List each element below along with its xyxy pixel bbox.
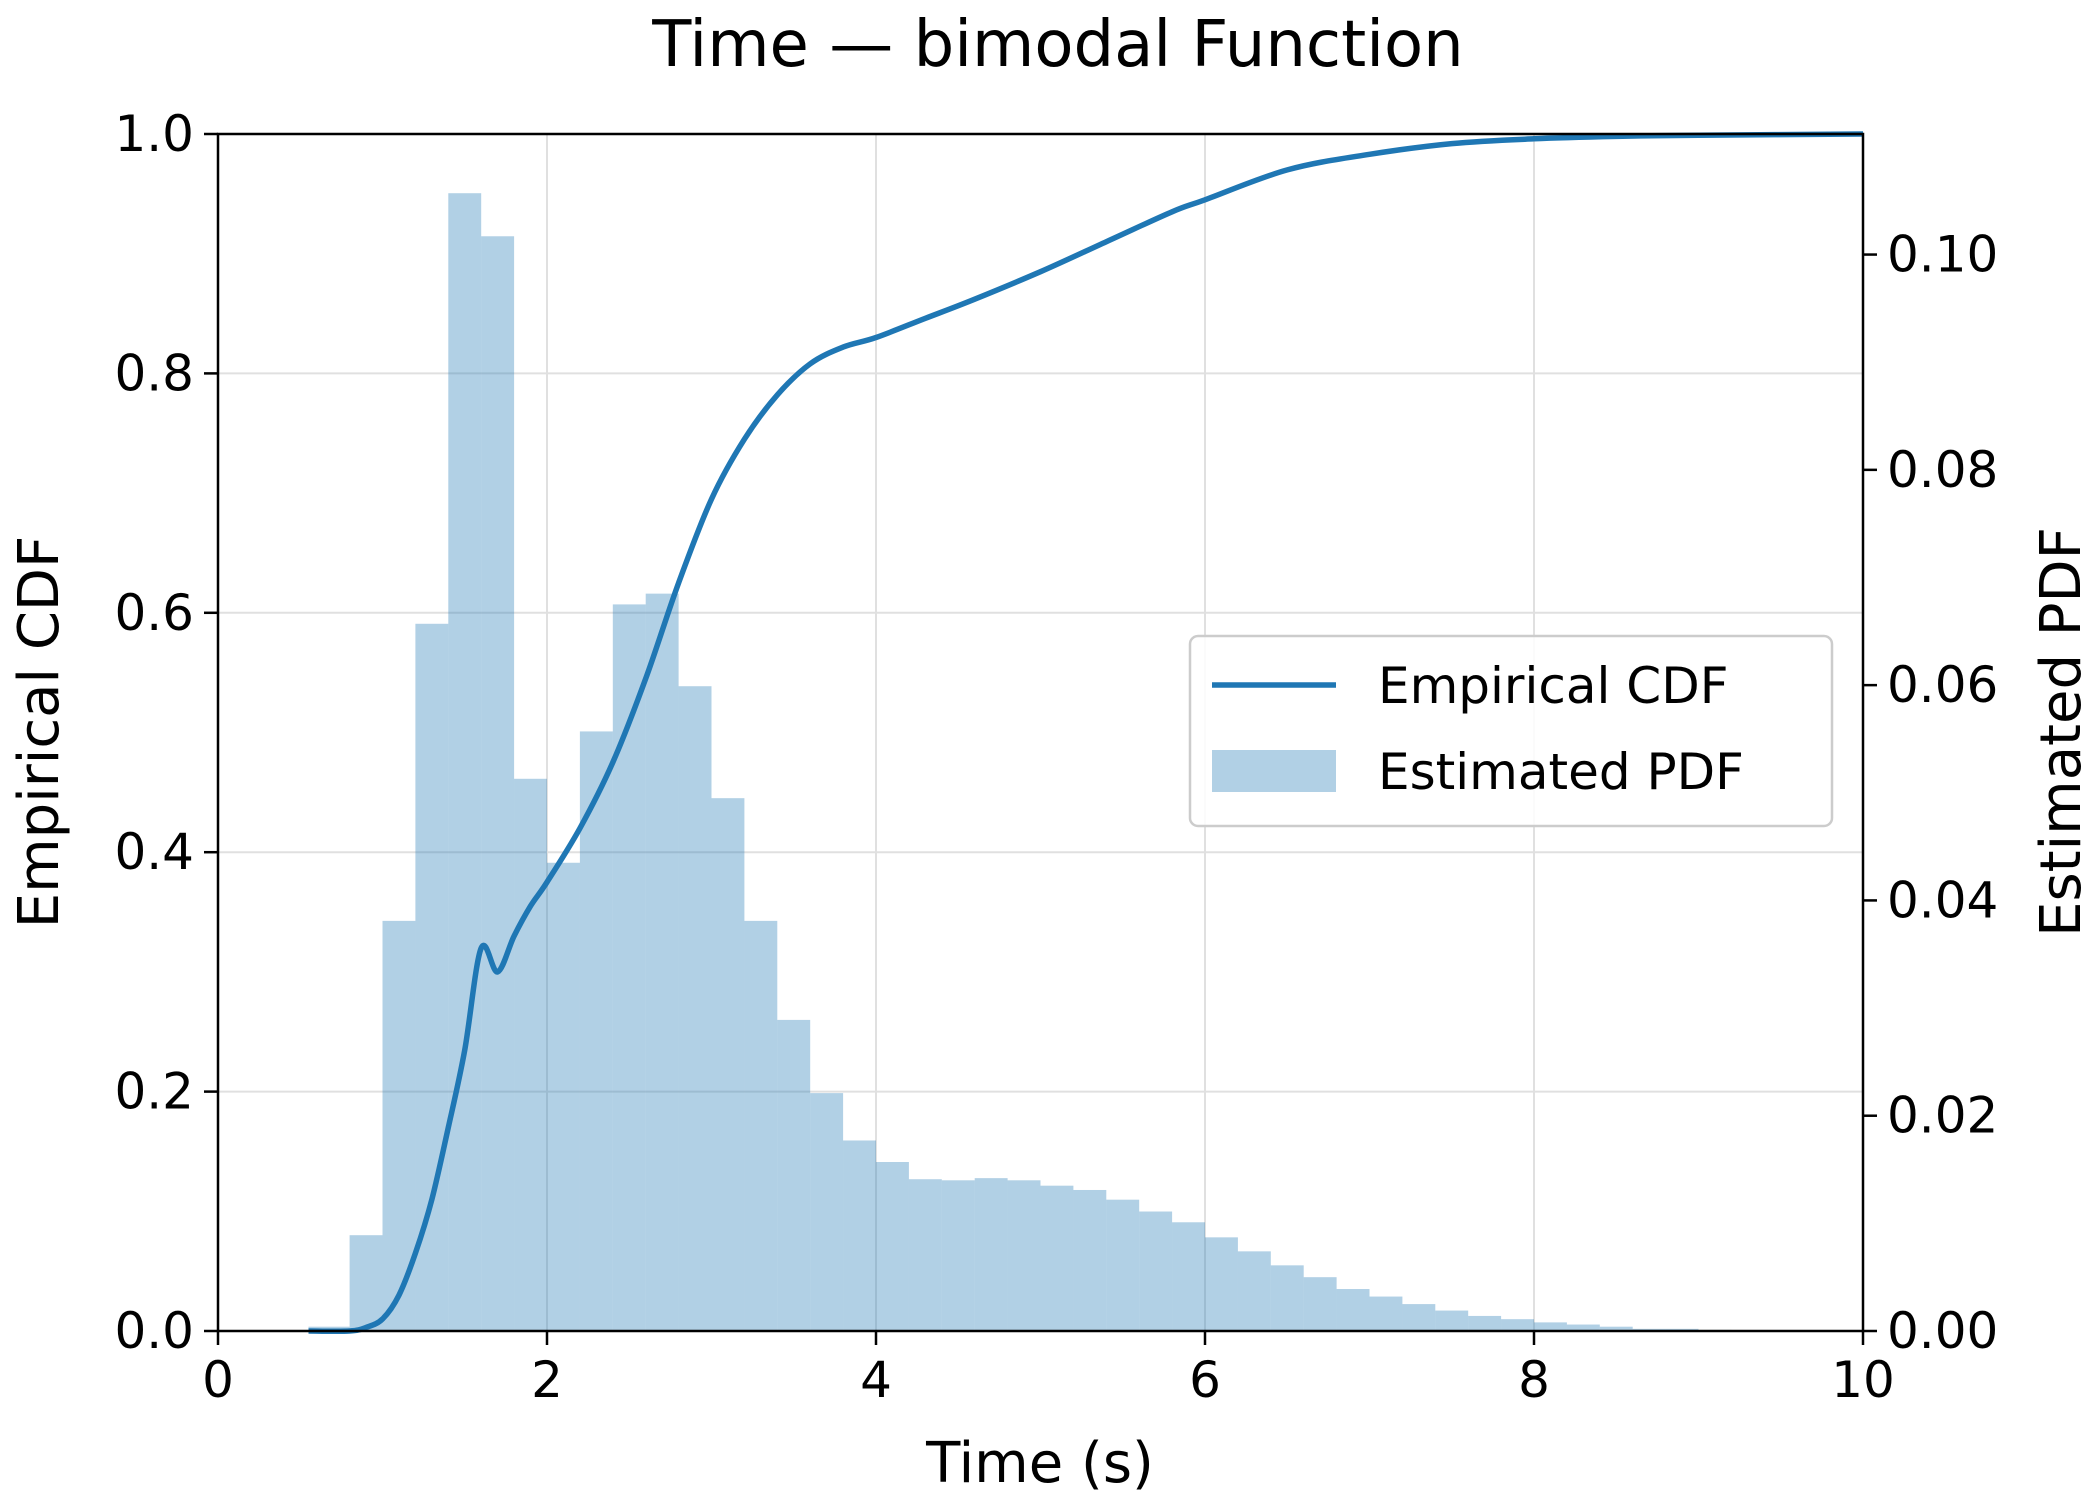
pdf-bar (547, 862, 580, 1331)
x-tick-label: 4 (860, 1351, 892, 1409)
y-left-tick-label: 0.4 (114, 823, 194, 881)
pdf-bar (1501, 1319, 1534, 1331)
axis-ticks: 0 2 4 6 8 10 0.0 0.2 0.4 0.6 0.8 1.0 0.00 0.02 0.04 0.0… (114, 105, 1998, 1409)
pdf-bar (744, 920, 778, 1331)
pdf-bar (612, 604, 646, 1331)
y-right-tick-label: 0.06 (1887, 656, 1998, 714)
pdf-bar (1599, 1326, 1633, 1331)
y-right-tick-label: 0.02 (1887, 1087, 1998, 1145)
x-tick-label: 2 (531, 1351, 563, 1409)
pdf-bar (1534, 1322, 1567, 1331)
pdf-bar (448, 193, 482, 1332)
pdf-bar (1007, 1180, 1041, 1331)
x-tick-label: 10 (1831, 1351, 1895, 1409)
y-left-tick-label: 0.2 (114, 1063, 194, 1121)
pdf-bar (1336, 1289, 1370, 1331)
y-axis-label-left: Empirical CDF (7, 536, 72, 929)
pdf-bar (415, 623, 449, 1331)
pdf-bar (1073, 1189, 1107, 1331)
pdf-bar (843, 1140, 876, 1331)
pdf-bar (1040, 1185, 1074, 1331)
pdf-bar (1468, 1315, 1502, 1331)
pdf-bar (1566, 1324, 1600, 1331)
plot-frame (216, 132, 1865, 1333)
pdf-bar (1205, 1237, 1238, 1331)
pdf-bar (1435, 1310, 1469, 1331)
pdf-bar (908, 1179, 942, 1331)
cdf-line (308, 131, 1864, 1335)
pdf-bar (481, 236, 515, 1331)
pdf-bar (579, 731, 613, 1331)
y-left-tick-label: 0.8 (114, 344, 194, 402)
x-axis-label: Time (s) (925, 1431, 1154, 1496)
y-left-tick-label: 0.6 (114, 584, 194, 642)
y-right-tick-label: 0.04 (1887, 871, 1998, 929)
chart-title: Time — bimodal Function (651, 8, 1463, 82)
pdf-bar (1237, 1251, 1271, 1331)
y-right-tick-label: 0.08 (1887, 441, 1998, 499)
pdf-histogram (308, 193, 1732, 1332)
y-axis-label-right: Estimated PDF (2029, 527, 2094, 937)
legend-pdf-swatch (1212, 750, 1336, 792)
pdf-bar (810, 1093, 844, 1331)
x-tick-label: 6 (1189, 1351, 1221, 1409)
legend: Empirical CDF Estimated PDF (1188, 634, 1834, 828)
pdf-bar (777, 1019, 811, 1331)
pdf-bar (1402, 1304, 1436, 1331)
y-left-tick-label: 0.0 (114, 1302, 194, 1360)
pdf-bar (1139, 1211, 1173, 1331)
y-right-tick-label: 0.00 (1887, 1302, 1998, 1360)
legend-box (1188, 634, 1834, 828)
pdf-bar (1172, 1222, 1205, 1331)
pdf-bar (1303, 1277, 1337, 1331)
x-tick-label: 8 (1518, 1351, 1550, 1409)
y-right-tick-label: 0.10 (1887, 226, 1998, 284)
pdf-bar (1270, 1265, 1304, 1331)
pdf-bar (678, 686, 712, 1331)
pdf-bar (941, 1180, 975, 1331)
pdf-bar (1106, 1199, 1140, 1331)
pdf-bar (514, 778, 547, 1331)
x-tick-label: 0 (202, 1351, 234, 1409)
pdf-bar (645, 593, 679, 1331)
pdf-bar (349, 1235, 383, 1331)
legend-pdf-label: Estimated PDF (1378, 743, 1744, 801)
pdf-bar (876, 1161, 909, 1331)
legend-cdf-label: Empirical CDF (1378, 657, 1728, 715)
pdf-bar (974, 1178, 1008, 1331)
pdf-bar (1369, 1296, 1403, 1331)
pdf-bar (711, 798, 745, 1331)
y-left-tick-label: 1.0 (114, 105, 194, 163)
